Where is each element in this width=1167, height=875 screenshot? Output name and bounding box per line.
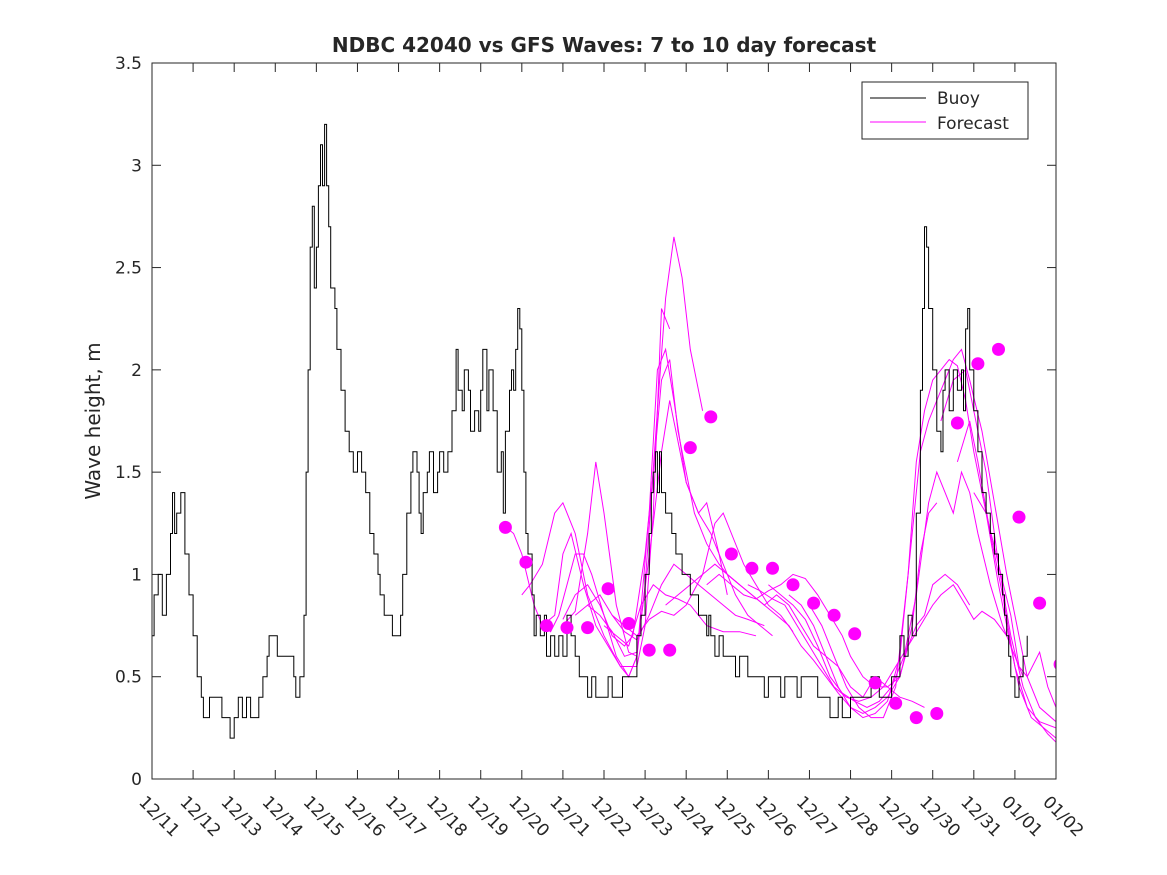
- y-tick-label: 0: [131, 770, 142, 790]
- forecast-marker: [540, 619, 553, 633]
- forecast-marker: [519, 555, 533, 569]
- forecast-marker: [766, 561, 779, 575]
- x-tick-label: 12/30: [915, 792, 964, 841]
- y-tick-label: 1: [131, 565, 142, 585]
- buoy-line: [152, 123, 1028, 739]
- plot-area: [152, 63, 1056, 779]
- legend-box: [861, 81, 1029, 140]
- x-tick-label: 12/20: [504, 792, 553, 841]
- forecast-marker: [1012, 510, 1026, 524]
- x-tick-label: 12/23: [628, 792, 677, 841]
- x-tick-label: 12/29: [874, 792, 923, 841]
- forecast-marker: [1074, 707, 1087, 720]
- y-tick-label: 2.5: [115, 259, 142, 279]
- x-tick-label: 12/28: [833, 792, 882, 841]
- forecast-marker: [498, 520, 512, 534]
- forecast-marker: [560, 621, 574, 635]
- forecast-marker: [889, 696, 903, 710]
- buoy-series: [152, 123, 1028, 739]
- legend: Buoy Forecast: [861, 81, 1029, 140]
- forecast-run-line: [726, 573, 971, 715]
- x-tick-label: 12/22: [586, 792, 635, 841]
- forecast-run-line: [747, 583, 1008, 702]
- forecast-marker: [663, 643, 677, 657]
- x-tick-label: 12/27: [792, 792, 841, 841]
- forecast-marker: [1053, 659, 1056, 670]
- forecast-marker: [848, 627, 862, 641]
- y-tick-label: 3.5: [115, 54, 142, 74]
- forecast-run-line: [500, 522, 638, 678]
- forecast-run-line: [587, 563, 765, 641]
- y-tick-label: 0.5: [115, 668, 142, 688]
- forecast-marker: [950, 416, 964, 430]
- forecast-marker: [1033, 596, 1047, 610]
- x-tick-label: 12/14: [258, 792, 307, 841]
- x-tick-label: 12/18: [422, 792, 471, 841]
- forecast-marker: [683, 441, 697, 455]
- forecast-run-line: [768, 470, 1024, 708]
- x-tick-labels: 12/1112/1212/1312/1412/1512/1612/1712/18…: [134, 792, 1087, 841]
- chart-title: NDBC 42040 vs GFS Waves: 7 to 10 day for…: [332, 33, 877, 57]
- x-tick-label: 12/13: [217, 792, 266, 841]
- forecast-marker: [704, 410, 718, 424]
- x-tick-label: 12/25: [710, 792, 759, 841]
- y-tick-label: 2: [131, 361, 142, 381]
- legend-buoy-label: Buoy: [937, 89, 980, 109]
- forecast-marker: [724, 547, 738, 561]
- plot-series: [152, 123, 1087, 743]
- forecast-run-line: [788, 348, 1056, 723]
- x-tick-label: 01/02: [1038, 792, 1087, 841]
- y-axis-label: Wave height, m: [81, 342, 105, 499]
- forecast-marker: [581, 621, 595, 635]
- x-tick-label: 12/26: [751, 792, 800, 841]
- x-tick-label: 12/11: [134, 792, 183, 841]
- x-tick-label: 12/15: [299, 792, 348, 841]
- forecast-run-line: [574, 400, 773, 657]
- x-tick-label: 12/24: [669, 792, 718, 841]
- forecast-marker: [909, 711, 923, 725]
- forecast-run-line: [603, 583, 757, 647]
- forecast-marker: [642, 643, 656, 657]
- x-tick-label: 12/21: [545, 792, 594, 841]
- forecast-marker: [807, 596, 821, 610]
- forecast-markers: [498, 342, 1087, 725]
- x-tick-label: 12/17: [381, 792, 430, 841]
- x-tick-label: 12/31: [956, 792, 1005, 841]
- forecast-marker: [601, 582, 615, 596]
- forecast-series: [500, 236, 1056, 743]
- x-tick-label: 01/01: [997, 792, 1046, 841]
- forecast-marker: [992, 342, 1005, 356]
- y-tick-label: 3: [131, 156, 142, 176]
- x-tick-label: 12/12: [176, 792, 225, 841]
- forecast-marker: [971, 357, 985, 371]
- forecast-marker: [622, 617, 636, 630]
- legend-forecast-label: Forecast: [937, 114, 1009, 134]
- axes-box: [151, 62, 1057, 780]
- x-tick-label: 12/19: [463, 792, 512, 841]
- forecast-marker: [827, 608, 841, 622]
- forecast-marker: [745, 561, 759, 575]
- x-tick-label: 12/16: [340, 792, 389, 841]
- y-tick-labels: 0 0.5 1 1.5 2 2.5 3 3.5: [115, 54, 142, 790]
- axis-ticks: [151, 62, 1057, 780]
- forecast-marker: [930, 707, 944, 720]
- y-tick-label: 1.5: [115, 463, 142, 483]
- forecast-marker: [786, 578, 800, 592]
- forecast-marker: [868, 676, 882, 690]
